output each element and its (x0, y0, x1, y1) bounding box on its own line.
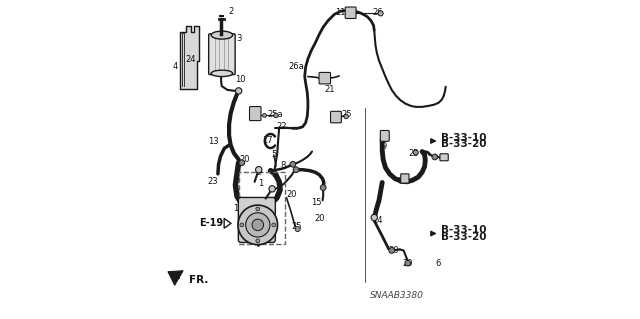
Text: 17: 17 (262, 136, 273, 145)
Text: 12: 12 (234, 204, 244, 213)
Circle shape (389, 248, 395, 253)
Circle shape (262, 114, 266, 117)
Text: 20: 20 (286, 190, 296, 199)
Text: 18: 18 (250, 110, 260, 119)
Text: 25: 25 (341, 110, 351, 119)
FancyBboxPatch shape (345, 7, 356, 19)
Text: 13: 13 (208, 137, 218, 146)
Text: 1: 1 (259, 179, 264, 188)
FancyBboxPatch shape (330, 111, 341, 123)
Text: 9: 9 (381, 142, 387, 151)
Text: 26: 26 (372, 8, 383, 17)
Text: 23: 23 (208, 177, 218, 186)
Text: 21: 21 (324, 85, 335, 94)
Ellipse shape (211, 31, 233, 39)
Text: 16: 16 (332, 115, 343, 124)
Text: B-33-10: B-33-10 (441, 225, 487, 235)
Text: 20: 20 (315, 214, 325, 223)
Text: 25a: 25a (268, 110, 283, 119)
Circle shape (320, 185, 326, 190)
Circle shape (295, 226, 300, 232)
Circle shape (255, 167, 262, 173)
Circle shape (405, 260, 411, 266)
Text: 26a: 26a (288, 63, 304, 71)
Circle shape (413, 150, 419, 155)
Circle shape (371, 214, 378, 221)
Circle shape (344, 114, 348, 119)
Circle shape (290, 161, 296, 167)
Text: 10: 10 (235, 75, 246, 84)
Text: 11: 11 (335, 8, 346, 17)
Text: 20: 20 (388, 246, 399, 255)
Text: 22: 22 (276, 122, 287, 130)
Circle shape (256, 239, 260, 243)
Text: B-33-10: B-33-10 (441, 133, 487, 143)
Text: 8: 8 (280, 161, 286, 170)
Text: 4: 4 (172, 63, 177, 71)
Text: 9: 9 (257, 168, 262, 177)
Text: E-19: E-19 (200, 218, 223, 228)
Circle shape (240, 223, 244, 227)
Circle shape (274, 113, 278, 118)
FancyArrowPatch shape (224, 219, 231, 228)
Text: 15: 15 (312, 198, 322, 207)
Polygon shape (180, 26, 199, 89)
Circle shape (256, 207, 260, 211)
Circle shape (246, 213, 270, 237)
FancyBboxPatch shape (250, 107, 261, 121)
Circle shape (236, 88, 242, 94)
Circle shape (269, 186, 275, 192)
Circle shape (272, 223, 276, 227)
Circle shape (293, 167, 299, 173)
Text: FR.: FR. (189, 275, 209, 285)
Text: 20: 20 (403, 259, 413, 268)
Text: 6: 6 (435, 259, 441, 268)
Circle shape (238, 205, 278, 245)
Ellipse shape (211, 70, 233, 77)
Text: 3: 3 (236, 34, 241, 43)
Circle shape (378, 11, 383, 16)
Circle shape (239, 160, 244, 166)
Text: 19: 19 (318, 72, 328, 81)
Text: B-33-20: B-33-20 (441, 232, 487, 242)
FancyBboxPatch shape (401, 174, 409, 183)
Circle shape (252, 219, 264, 231)
FancyBboxPatch shape (238, 197, 275, 242)
FancyBboxPatch shape (319, 72, 330, 84)
FancyArrowPatch shape (168, 271, 183, 285)
Text: SNAAB3380: SNAAB3380 (370, 291, 424, 300)
Text: 20: 20 (240, 155, 250, 164)
Circle shape (432, 154, 438, 160)
Text: 14: 14 (372, 216, 383, 225)
Text: 5: 5 (271, 150, 276, 159)
Text: 2: 2 (228, 7, 234, 16)
FancyBboxPatch shape (209, 34, 235, 75)
Text: 7: 7 (397, 177, 403, 186)
Bar (239, 172, 285, 244)
FancyBboxPatch shape (380, 130, 389, 141)
FancyBboxPatch shape (440, 154, 448, 161)
Text: B-33-20: B-33-20 (441, 139, 487, 149)
Text: 24: 24 (186, 55, 196, 63)
Text: 25: 25 (409, 149, 419, 158)
Text: 25: 25 (291, 222, 302, 231)
